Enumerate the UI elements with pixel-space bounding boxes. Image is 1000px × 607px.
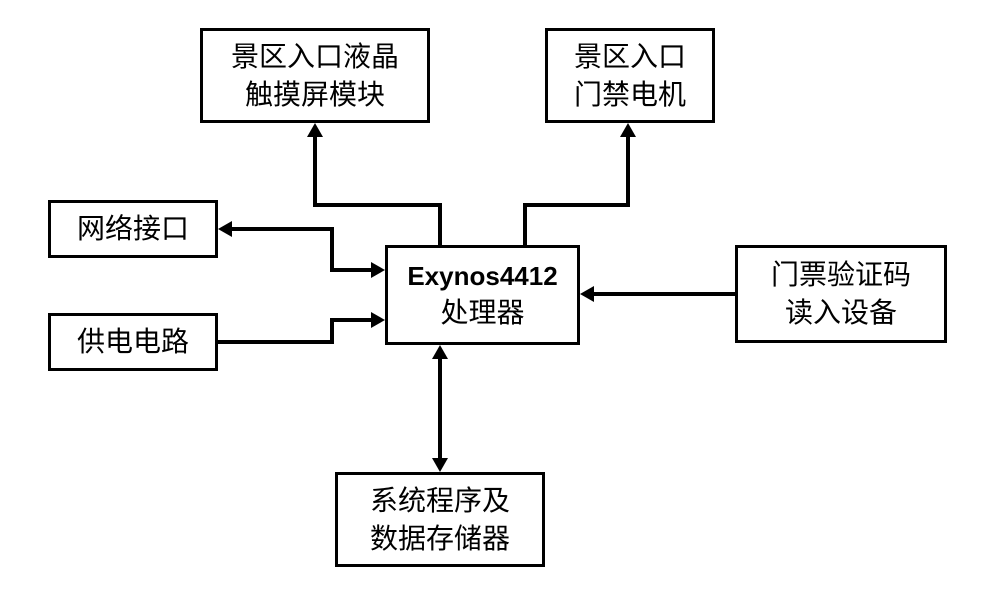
node-top-left-line1: 景区入口液晶 — [231, 38, 399, 76]
node-right-line2: 读入设备 — [785, 294, 897, 332]
node-right-ticketreader: 门票验证码 读入设备 — [735, 245, 947, 343]
edge-center-topright-h — [523, 203, 630, 207]
edge-center-leftupper-head-left — [218, 221, 232, 237]
node-left-upper-line1: 网络接口 — [77, 210, 189, 248]
node-center-processor: Exynos4412 处理器 — [385, 245, 580, 345]
edge-leftlower-center-head — [371, 312, 385, 328]
edge-center-topright-v2 — [626, 137, 630, 207]
edge-center-bottom-head-down — [432, 458, 448, 472]
edge-leftlower-center-h1 — [218, 340, 334, 344]
edge-center-topright-head — [620, 123, 636, 137]
node-top-right-line2: 门禁电机 — [574, 76, 686, 114]
edge-center-bottom-v — [438, 359, 442, 458]
node-right-line1: 门票验证码 — [771, 256, 911, 294]
node-left-lower-power: 供电电路 — [48, 313, 218, 371]
edge-center-topright-v1 — [523, 205, 527, 245]
edge-right-center-h — [594, 292, 735, 296]
node-center-line1: Exynos4412 — [407, 259, 557, 294]
node-top-right-line1: 景区入口 — [574, 38, 686, 76]
edge-center-leftupper-head-right — [371, 262, 385, 278]
edge-right-center-head — [580, 286, 594, 302]
node-top-left-touchscreen: 景区入口液晶 触摸屏模块 — [200, 28, 430, 123]
edge-leftlower-center-h2 — [334, 318, 371, 322]
edge-center-leftupper-h1 — [232, 227, 334, 231]
node-bottom-storage: 系统程序及 数据存储器 — [335, 472, 545, 567]
edge-center-topleft-v1 — [438, 205, 442, 245]
node-center-line2: 处理器 — [440, 294, 524, 332]
edge-center-bottom-head-up — [432, 345, 448, 359]
node-left-lower-line1: 供电电路 — [77, 323, 189, 361]
node-left-upper-network: 网络接口 — [48, 200, 218, 258]
node-bottom-line2: 数据存储器 — [370, 520, 510, 558]
edge-center-topleft-h — [313, 203, 442, 207]
edge-center-leftupper-h2 — [334, 268, 371, 272]
node-top-right-gatemotor: 景区入口 门禁电机 — [545, 28, 715, 123]
edge-center-topleft-v2 — [313, 137, 317, 207]
edge-center-topleft-head — [307, 123, 323, 137]
node-top-left-line2: 触摸屏模块 — [245, 76, 385, 114]
edge-center-leftupper-v — [330, 227, 334, 272]
node-bottom-line1: 系统程序及 — [370, 482, 510, 520]
